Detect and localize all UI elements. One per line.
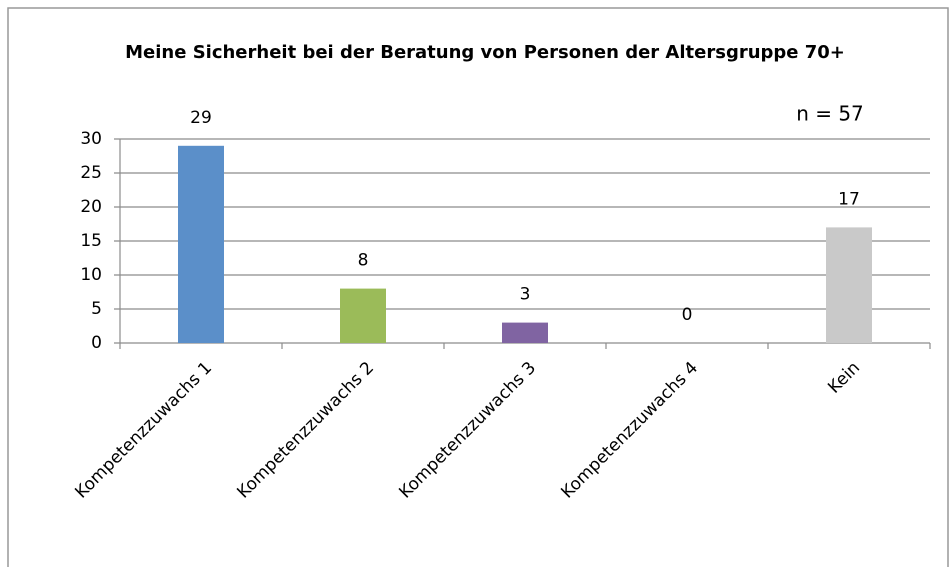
bar bbox=[502, 322, 548, 343]
annotation: n = 57 bbox=[796, 102, 864, 126]
data-label: 3 bbox=[520, 285, 531, 305]
bar bbox=[178, 145, 224, 343]
x-tick-label: Kompetenzzuwachs 4 bbox=[557, 358, 702, 503]
y-tick-label: 25 bbox=[80, 163, 102, 183]
data-label: 29 bbox=[190, 108, 212, 128]
bar bbox=[340, 288, 386, 343]
data-label: 17 bbox=[838, 189, 860, 209]
bar bbox=[826, 227, 872, 343]
x-tick-label: Kompetenzzuwachs 3 bbox=[395, 358, 540, 503]
y-tick-label: 30 bbox=[80, 129, 102, 149]
chart-title: Meine Sicherheit bei der Beratung von Pe… bbox=[125, 42, 845, 63]
chart-frame bbox=[7, 7, 949, 567]
y-tick-label: 0 bbox=[91, 333, 102, 353]
y-tick-label: 10 bbox=[80, 265, 102, 285]
y-tick-label: 5 bbox=[91, 299, 102, 319]
x-tick-label: Kompetenzzuwachs 2 bbox=[233, 358, 378, 503]
y-tick-label: 20 bbox=[80, 197, 102, 217]
x-tick-label: Kein bbox=[824, 358, 864, 398]
y-tick-label: 15 bbox=[80, 231, 102, 251]
x-tick-label: Kompetenzzuwachs 1 bbox=[71, 358, 216, 503]
data-label: 8 bbox=[358, 251, 369, 271]
data-label: 0 bbox=[682, 305, 693, 325]
